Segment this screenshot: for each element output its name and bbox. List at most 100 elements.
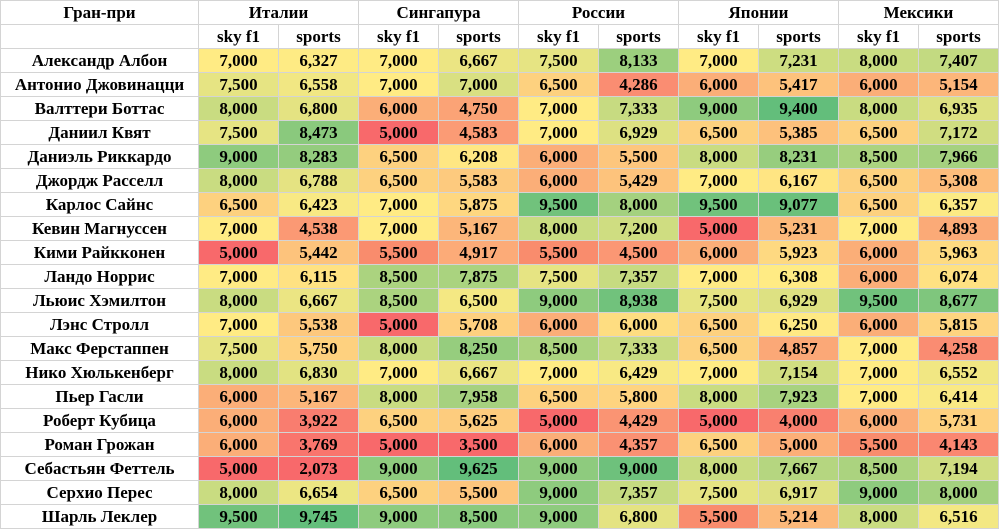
sports-rating-cell[interactable]: 4,538 — [278, 216, 359, 241]
sports-rating-cell[interactable]: 5,731 — [918, 408, 999, 433]
sports-rating-cell[interactable]: 4,357 — [598, 432, 679, 457]
sky-f1-rating-cell[interactable]: 6,000 — [678, 72, 759, 97]
sports-rating-cell[interactable]: 8,000 — [918, 480, 999, 505]
sports-rating-cell[interactable]: 8,677 — [918, 288, 999, 313]
sports-rating-cell[interactable]: 5,583 — [438, 168, 519, 193]
sports-rating-cell[interactable]: 6,667 — [438, 48, 519, 73]
sports-rating-cell[interactable]: 6,552 — [918, 360, 999, 385]
driver-name-cell[interactable]: Валттери Боттас — [0, 96, 199, 121]
sports-rating-cell[interactable]: 6,000 — [598, 312, 679, 337]
sports-rating-cell[interactable]: 4,857 — [758, 336, 839, 361]
sports-rating-cell[interactable]: 5,963 — [918, 240, 999, 265]
source-header[interactable]: sky f1 — [358, 24, 439, 49]
sky-f1-rating-cell[interactable]: 5,000 — [198, 240, 279, 265]
sports-rating-cell[interactable]: 5,815 — [918, 312, 999, 337]
sports-rating-cell[interactable]: 4,143 — [918, 432, 999, 457]
sports-rating-cell[interactable]: 5,800 — [598, 384, 679, 409]
sky-f1-rating-cell[interactable]: 6,000 — [838, 312, 919, 337]
sky-f1-rating-cell[interactable]: 6,500 — [518, 384, 599, 409]
sports-rating-cell[interactable]: 3,922 — [278, 408, 359, 433]
sky-f1-rating-cell[interactable]: 7,000 — [358, 216, 439, 241]
sky-f1-rating-cell[interactable]: 8,000 — [678, 144, 759, 169]
sky-f1-rating-cell[interactable]: 7,000 — [678, 264, 759, 289]
sky-f1-rating-cell[interactable]: 8,000 — [198, 360, 279, 385]
sky-f1-rating-cell[interactable]: 8,000 — [198, 96, 279, 121]
sky-f1-rating-cell[interactable]: 8,000 — [678, 456, 759, 481]
sports-rating-cell[interactable]: 7,357 — [598, 480, 679, 505]
sky-f1-rating-cell[interactable]: 7,000 — [198, 48, 279, 73]
sports-rating-cell[interactable]: 8,000 — [598, 192, 679, 217]
sky-f1-rating-cell[interactable]: 9,000 — [518, 480, 599, 505]
sky-f1-rating-cell[interactable]: 5,500 — [358, 240, 439, 265]
sky-f1-rating-cell[interactable]: 5,500 — [518, 240, 599, 265]
sky-f1-rating-cell[interactable]: 5,000 — [518, 408, 599, 433]
driver-name-cell[interactable]: Джордж Расселл — [0, 168, 199, 193]
sports-rating-cell[interactable]: 7,357 — [598, 264, 679, 289]
sky-f1-rating-cell[interactable]: 8,000 — [198, 480, 279, 505]
sports-rating-cell[interactable]: 5,429 — [598, 168, 679, 193]
sports-rating-cell[interactable]: 7,194 — [918, 456, 999, 481]
sports-rating-cell[interactable]: 5,708 — [438, 312, 519, 337]
sky-f1-rating-cell[interactable]: 7,000 — [358, 48, 439, 73]
driver-name-cell[interactable]: Роман Грожан — [0, 432, 199, 457]
sports-rating-cell[interactable]: 6,558 — [278, 72, 359, 97]
sky-f1-rating-cell[interactable]: 6,000 — [358, 96, 439, 121]
sky-f1-rating-cell[interactable]: 9,000 — [358, 504, 439, 529]
sports-rating-cell[interactable]: 8,231 — [758, 144, 839, 169]
sports-rating-cell[interactable]: 9,077 — [758, 192, 839, 217]
sports-rating-cell[interactable]: 6,830 — [278, 360, 359, 385]
driver-name-cell[interactable]: Антонио Джовинацци — [0, 72, 199, 97]
driver-name-cell[interactable]: Кевин Магнуссен — [0, 216, 199, 241]
sports-rating-cell[interactable]: 8,250 — [438, 336, 519, 361]
driver-name-cell[interactable]: Ландо Норрис — [0, 264, 199, 289]
sky-f1-rating-cell[interactable]: 7,000 — [678, 360, 759, 385]
sky-f1-rating-cell[interactable]: 9,000 — [518, 456, 599, 481]
sports-rating-cell[interactable]: 6,357 — [918, 192, 999, 217]
sports-rating-cell[interactable]: 6,167 — [758, 168, 839, 193]
driver-name-cell[interactable]: Льюис Хэмилтон — [0, 288, 199, 313]
sky-f1-rating-cell[interactable]: 8,000 — [198, 288, 279, 313]
sports-rating-cell[interactable]: 6,500 — [438, 288, 519, 313]
sports-rating-cell[interactable]: 7,966 — [918, 144, 999, 169]
sky-f1-rating-cell[interactable]: 9,500 — [518, 192, 599, 217]
sky-f1-rating-cell[interactable]: 9,000 — [838, 480, 919, 505]
sky-f1-rating-cell[interactable]: 6,500 — [198, 192, 279, 217]
sports-rating-cell[interactable]: 5,923 — [758, 240, 839, 265]
sky-f1-rating-cell[interactable]: 6,500 — [358, 480, 439, 505]
sky-f1-rating-cell[interactable]: 8,000 — [198, 168, 279, 193]
sports-rating-cell[interactable]: 5,167 — [278, 384, 359, 409]
grand-prix-header[interactable]: Италии — [198, 0, 359, 25]
grand-prix-header[interactable]: Сингапура — [358, 0, 519, 25]
sky-f1-rating-cell[interactable]: 6,000 — [518, 168, 599, 193]
sports-rating-cell[interactable]: 5,750 — [278, 336, 359, 361]
sky-f1-rating-cell[interactable]: 6,000 — [518, 432, 599, 457]
sky-f1-rating-cell[interactable]: 8,000 — [678, 384, 759, 409]
sports-rating-cell[interactable]: 5,442 — [278, 240, 359, 265]
sports-rating-cell[interactable]: 6,327 — [278, 48, 359, 73]
sky-f1-rating-cell[interactable]: 7,000 — [198, 216, 279, 241]
sports-rating-cell[interactable]: 6,917 — [758, 480, 839, 505]
sports-rating-cell[interactable]: 4,000 — [758, 408, 839, 433]
sports-rating-cell[interactable]: 7,333 — [598, 96, 679, 121]
sports-rating-cell[interactable]: 7,407 — [918, 48, 999, 73]
sports-rating-cell[interactable]: 6,414 — [918, 384, 999, 409]
sports-rating-cell[interactable]: 5,385 — [758, 120, 839, 145]
sports-rating-cell[interactable]: 5,417 — [758, 72, 839, 97]
sky-f1-rating-cell[interactable]: 5,500 — [838, 432, 919, 457]
sports-rating-cell[interactable]: 6,429 — [598, 360, 679, 385]
sports-rating-cell[interactable]: 6,800 — [598, 504, 679, 529]
sky-f1-rating-cell[interactable]: 7,000 — [518, 96, 599, 121]
sky-f1-rating-cell[interactable]: 7,500 — [198, 336, 279, 361]
sports-rating-cell[interactable]: 9,745 — [278, 504, 359, 529]
sports-rating-cell[interactable]: 6,308 — [758, 264, 839, 289]
grand-prix-header[interactable]: России — [518, 0, 679, 25]
sports-rating-cell[interactable]: 7,923 — [758, 384, 839, 409]
driver-name-cell[interactable]: Кими Райкконен — [0, 240, 199, 265]
sports-rating-cell[interactable]: 9,000 — [598, 456, 679, 481]
sky-f1-rating-cell[interactable]: 7,000 — [518, 120, 599, 145]
sky-f1-rating-cell[interactable]: 5,000 — [678, 216, 759, 241]
sports-rating-cell[interactable]: 5,231 — [758, 216, 839, 241]
sky-f1-rating-cell[interactable]: 8,000 — [838, 96, 919, 121]
sky-f1-rating-cell[interactable]: 6,500 — [358, 168, 439, 193]
sports-rating-cell[interactable]: 5,500 — [598, 144, 679, 169]
